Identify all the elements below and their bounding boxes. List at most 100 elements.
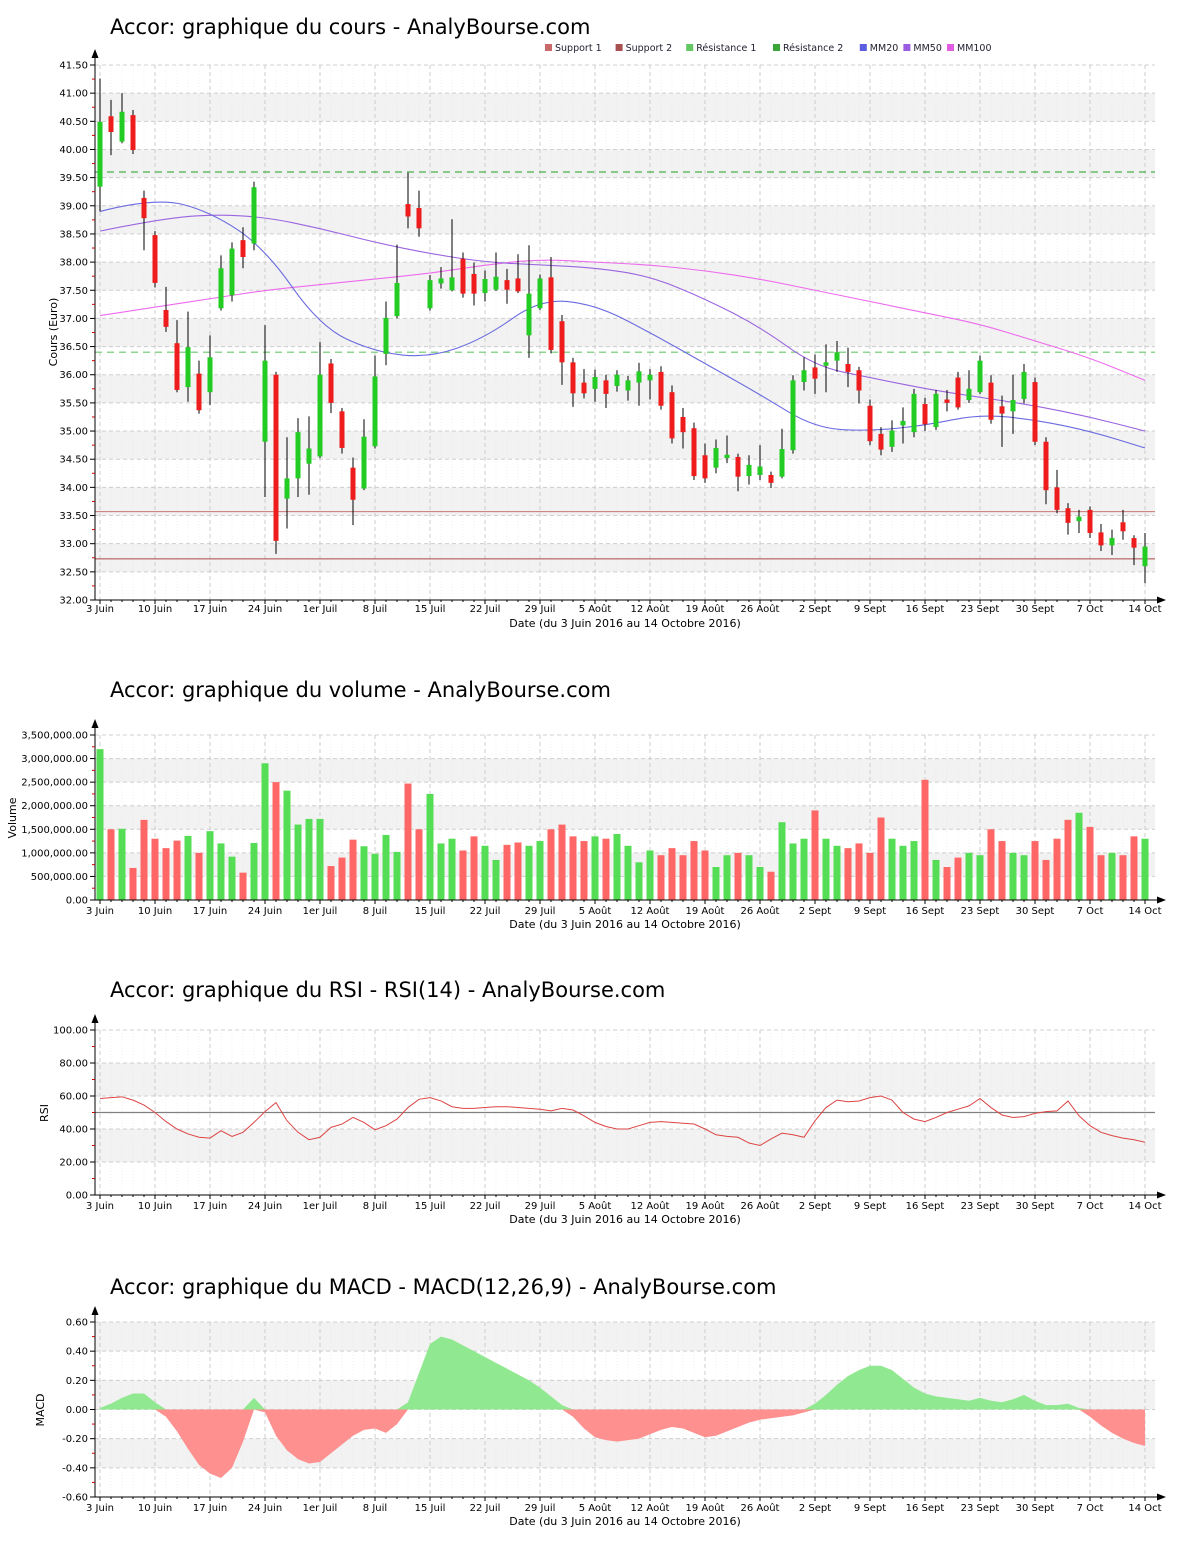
svg-text:29 Juil: 29 Juil — [525, 604, 556, 615]
svg-text:41.50: 41.50 — [59, 61, 88, 72]
svg-text:9 Sept: 9 Sept — [854, 906, 886, 917]
svg-text:9 Sept: 9 Sept — [854, 1201, 886, 1212]
legend-swatch-1 — [545, 44, 552, 51]
legend-swatch-6 — [903, 44, 911, 51]
svg-text:24 Juin: 24 Juin — [248, 1201, 282, 1212]
svg-text:9 Sept: 9 Sept — [854, 604, 886, 615]
legend-label-7: MM100 — [957, 43, 992, 54]
svg-text:-0.40: -0.40 — [62, 1463, 88, 1474]
svg-text:2 Sept: 2 Sept — [799, 1201, 831, 1212]
legend-swatch-2 — [615, 44, 623, 51]
svg-text:3 Juin: 3 Juin — [86, 906, 114, 917]
svg-text:15 Juil: 15 Juil — [415, 1503, 446, 1514]
svg-text:5 Août: 5 Août — [579, 1200, 612, 1212]
svg-text:17 Juin: 17 Juin — [193, 604, 227, 615]
svg-text:0.20: 0.20 — [66, 1376, 88, 1387]
svg-text:36.00: 36.00 — [59, 370, 88, 381]
svg-text:14 Oct: 14 Oct — [1128, 1201, 1161, 1212]
svg-text:3 Juin: 3 Juin — [86, 604, 114, 615]
legend-label-6: MM50 — [913, 43, 941, 54]
svg-text:16 Sept: 16 Sept — [906, 1503, 945, 1514]
svg-text:26 Août: 26 Août — [741, 1502, 780, 1514]
svg-text:37.00: 37.00 — [59, 314, 88, 325]
svg-text:12 Août: 12 Août — [631, 905, 670, 917]
price-chart-layer: 32.00 32.50 33.00 33.50 34.00 34.50 35.00 35.50… — [59, 49, 1166, 615]
rsi-y-axis-label: RSI — [38, 1104, 51, 1122]
svg-text:0.00: 0.00 — [66, 896, 88, 907]
svg-text:29 Juil: 29 Juil — [525, 1201, 556, 1212]
svg-text:17 Juin: 17 Juin — [193, 1503, 227, 1514]
svg-text:29 Juil: 29 Juil — [525, 1503, 556, 1514]
svg-text:35.00: 35.00 — [59, 427, 88, 438]
svg-text:14 Oct: 14 Oct — [1128, 604, 1161, 615]
svg-text:1er Juil: 1er Juil — [303, 1201, 338, 1212]
legend-label-4: Résistance 2 — [783, 43, 843, 54]
price-x-axis-label: Date (du 3 Juin 2016 au 14 Octobre 2016) — [509, 617, 741, 630]
legend-label-2: Support 2 — [626, 43, 673, 54]
svg-text:500,000.00: 500,000.00 — [31, 872, 88, 883]
svg-text:12 Août: 12 Août — [631, 603, 670, 615]
svg-text:33.00: 33.00 — [59, 539, 88, 550]
svg-text:36.50: 36.50 — [59, 342, 88, 353]
svg-text:5 Août: 5 Août — [579, 603, 612, 615]
rsi-chart-title: Accor: graphique du RSI - RSI(14) - Anal… — [110, 978, 665, 1002]
svg-text:30 Sept: 30 Sept — [1016, 1503, 1055, 1514]
svg-text:15 Juil: 15 Juil — [415, 906, 446, 917]
svg-text:0.60: 0.60 — [66, 1318, 88, 1329]
price-chart-legend: Support 1 Support 2 Résistance 1 Résistance… — [545, 43, 992, 54]
svg-text:26 Août: 26 Août — [741, 1200, 780, 1212]
svg-text:9 Sept: 9 Sept — [854, 1503, 886, 1514]
legend-label-5: MM20 — [870, 43, 898, 54]
svg-text:1,500,000.00: 1,500,000.00 — [21, 825, 88, 836]
svg-text:40.00: 40.00 — [59, 145, 88, 156]
svg-text:22 Juil: 22 Juil — [470, 604, 501, 615]
svg-text:35.50: 35.50 — [59, 398, 88, 409]
svg-text:3 Juin: 3 Juin — [86, 1201, 114, 1212]
price-y-axis-label: Cours (Euro) — [47, 298, 60, 367]
svg-text:38.50: 38.50 — [59, 229, 88, 240]
svg-text:37.50: 37.50 — [59, 286, 88, 297]
svg-text:2 Sept: 2 Sept — [799, 906, 831, 917]
svg-text:24 Juin: 24 Juin — [248, 604, 282, 615]
svg-text:2 Sept: 2 Sept — [799, 1503, 831, 1514]
svg-text:7 Oct: 7 Oct — [1077, 906, 1104, 917]
svg-text:-0.60: -0.60 — [62, 1493, 88, 1504]
svg-text:2,500,000.00: 2,500,000.00 — [21, 778, 88, 789]
svg-text:2 Sept: 2 Sept — [799, 604, 831, 615]
svg-text:38.00: 38.00 — [59, 258, 88, 269]
svg-text:39.50: 39.50 — [59, 173, 88, 184]
svg-text:8 Juil: 8 Juil — [363, 1503, 387, 1514]
svg-text:23 Sept: 23 Sept — [961, 1201, 1000, 1212]
svg-text:17 Juin: 17 Juin — [193, 1201, 227, 1212]
svg-text:1er Juil: 1er Juil — [303, 1503, 338, 1514]
legend-label-1: Support 1 — [555, 43, 602, 54]
svg-text:30 Sept: 30 Sept — [1016, 1201, 1055, 1212]
svg-text:8 Juil: 8 Juil — [363, 604, 387, 615]
legend-swatch-5 — [859, 44, 867, 51]
svg-text:2,000,000.00: 2,000,000.00 — [21, 801, 88, 812]
svg-text:3,500,000.00: 3,500,000.00 — [21, 731, 88, 742]
svg-text:1,000,000.00: 1,000,000.00 — [21, 848, 88, 859]
svg-text:19 Août: 19 Août — [686, 1502, 725, 1514]
legend-swatch-4 — [773, 44, 780, 51]
svg-text:8 Juil: 8 Juil — [363, 906, 387, 917]
svg-text:12 Août: 12 Août — [631, 1200, 670, 1212]
rsi-chart-layer: 0.00 20.00 40.00 60.00 80.00 100.00 3 Juin 10 J… — [53, 1014, 1166, 1212]
svg-text:19 Août: 19 Août — [686, 603, 725, 615]
macd-chart-layer: -0.60 -0.40 -0.20 0.00 0.20 0.40 0.60 3 Juin 10 … — [62, 1306, 1166, 1514]
rsi-chart: 0.00 20.00 40.00 60.00 80.00 100.00 3 Juin 10 J… — [38, 978, 1166, 1226]
svg-text:7 Oct: 7 Oct — [1077, 1201, 1104, 1212]
svg-text:15 Juil: 15 Juil — [415, 1201, 446, 1212]
volume-chart-layer: 0.00 500,000.00 1,000,000.00 1,500,000.00 2,… — [21, 719, 1166, 917]
svg-text:16 Sept: 16 Sept — [906, 1201, 945, 1212]
svg-text:5 Août: 5 Août — [579, 905, 612, 917]
svg-text:14 Oct: 14 Oct — [1128, 906, 1161, 917]
legend-swatch-7 — [947, 44, 954, 51]
svg-text:30 Sept: 30 Sept — [1016, 604, 1055, 615]
svg-text:10 Juin: 10 Juin — [138, 604, 172, 615]
svg-text:19 Août: 19 Août — [686, 1200, 725, 1212]
svg-text:16 Sept: 16 Sept — [906, 604, 945, 615]
legend-label-3: Résistance 1 — [696, 43, 756, 54]
svg-text:100.00: 100.00 — [53, 1026, 88, 1037]
price-chart-title: Accor: graphique du cours - AnalyBourse.… — [110, 15, 590, 39]
